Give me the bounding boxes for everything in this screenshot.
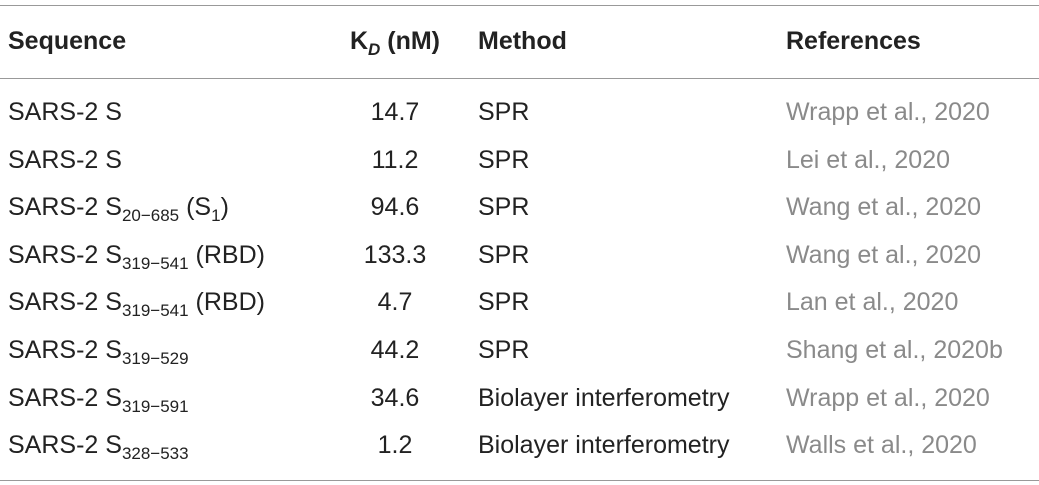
sequence-cell: SARS-2 S20−685 (S1) (8, 192, 229, 226)
kd-cell: KD (nM) (335, 26, 455, 59)
text: SARS-2 S (8, 193, 122, 222)
reference-cell: References (786, 27, 921, 55)
sequence-cell: SARS-2 S319−541 (RBD) (8, 240, 265, 273)
text: SARS-2 S (8, 336, 122, 364)
sequence-cell: SARS-2 S328−533 (8, 430, 189, 464)
subscript: 319−591 (121, 396, 189, 416)
method-cell: Biolayer interferometry (478, 431, 730, 460)
method-cell: SPR (478, 145, 530, 174)
reference-cell: Lan et al., 2020 (786, 288, 959, 317)
text: SARS-2 S (8, 145, 122, 174)
reference-cell: Wang et al., 2020 (786, 193, 982, 222)
text: SARS-2 S (8, 288, 122, 317)
reference-cell: Shang et al., 2020b (786, 336, 1003, 364)
text: (nM) (380, 27, 441, 55)
bottom-rule (0, 480, 1039, 481)
text: SARS-2 S (8, 98, 122, 126)
method-cell: Method (478, 27, 567, 55)
sequence-cell: SARS-2 S319−541 (RBD) (8, 287, 265, 321)
subscript: 319−541 (121, 253, 189, 273)
method-cell: SPR (478, 288, 530, 317)
kd-cell: 14.7 (370, 98, 420, 126)
text: (S (179, 193, 212, 222)
kd-cell: 44.2 (370, 336, 420, 364)
sequence-cell: Sequence (8, 27, 127, 55)
header-rule (0, 78, 1039, 79)
method-cell: SPR (478, 240, 530, 269)
kd-cell: 1.2 (377, 431, 413, 460)
sequence-cell: SARS-2 S319−591 (8, 383, 189, 416)
kd-cell: 133.3 (363, 240, 427, 269)
top-rule (0, 5, 1039, 6)
method-cell: Biolayer interferometry (478, 383, 730, 412)
subscript: 20−685 (121, 206, 180, 226)
kd-cell: 94.6 (370, 193, 420, 222)
subscript: 1 (211, 206, 221, 226)
method-cell: SPR (478, 336, 530, 364)
subscript: 328−533 (121, 444, 189, 464)
reference-cell: Walls et al., 2020 (786, 431, 977, 460)
text: SARS-2 S (8, 431, 122, 460)
text: SARS-2 S (8, 240, 122, 269)
sequence-cell: SARS-2 S (8, 97, 122, 127)
kd-cell: 11.2 (371, 145, 419, 174)
reference-cell: Lei et al., 2020 (786, 145, 951, 174)
kd-cell: 34.6 (370, 383, 420, 412)
subscript: 319−541 (121, 301, 189, 321)
text: K (349, 27, 369, 55)
subscript: D (368, 40, 381, 59)
text: ) (220, 193, 229, 222)
method-cell: SPR (478, 98, 530, 126)
text: (RBD) (188, 240, 265, 269)
sequence-cell: SARS-2 S319−529 (8, 335, 189, 368)
reference-cell: Wang et al., 2020 (786, 240, 982, 269)
reference-cell: Wrapp et al., 2020 (786, 383, 990, 412)
kd-cell: 4.7 (377, 288, 413, 317)
text: SARS-2 S (8, 383, 122, 412)
sequence-cell: SARS-2 S (8, 145, 122, 175)
subscript: 319−529 (121, 349, 189, 368)
method-cell: SPR (478, 193, 530, 222)
reference-cell: Wrapp et al., 2020 (786, 98, 990, 126)
text: (RBD) (188, 288, 265, 317)
